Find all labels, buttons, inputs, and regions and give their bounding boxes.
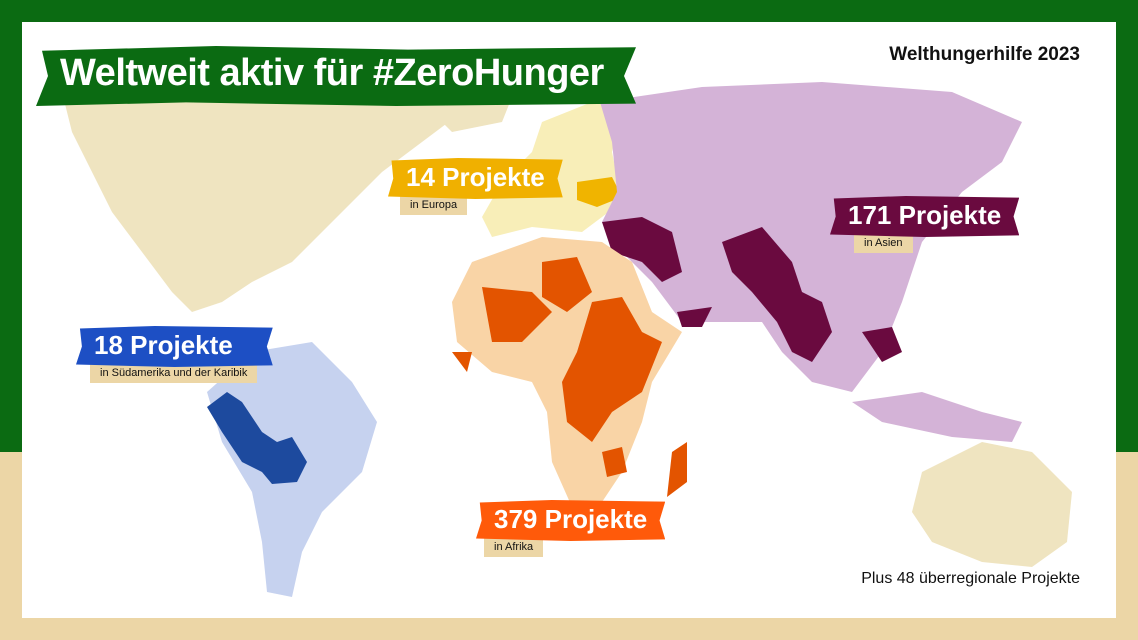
page-title: Weltweit aktiv für #ZeroHunger: [60, 52, 604, 94]
project-count: 14 Projekte: [388, 158, 563, 199]
map-card: [22, 22, 1116, 618]
south-america-active: [207, 392, 307, 484]
label-suedamerika: 18 Projekte in Südamerika und der Karibi…: [76, 326, 273, 383]
region-name: in Afrika: [484, 537, 544, 557]
africa-active: [452, 257, 687, 497]
asia-islands: [852, 392, 1022, 442]
title-banner: [36, 46, 636, 106]
project-count: 18 Projekte: [76, 326, 273, 367]
north-america: [62, 77, 462, 312]
region-name: in Südamerika und der Karibik: [90, 363, 258, 383]
label-europa: 14 Projekte in Europa: [388, 158, 563, 215]
australia: [912, 442, 1072, 567]
region-name: in Asien: [854, 233, 913, 253]
asia-active: [602, 217, 902, 362]
label-afrika: 379 Projekte in Afrika: [476, 500, 666, 557]
label-asien: 171 Projekte in Asien: [830, 196, 1020, 253]
world-map: [62, 72, 1072, 597]
project-count: 379 Projekte: [476, 500, 666, 541]
ukraine: [577, 177, 622, 207]
brand-label: Welthungerhilfe 2023: [889, 44, 1080, 65]
project-count: 171 Projekte: [830, 196, 1020, 237]
footnote: Plus 48 überregionale Projekte: [861, 570, 1080, 587]
region-name: in Europa: [400, 195, 468, 215]
